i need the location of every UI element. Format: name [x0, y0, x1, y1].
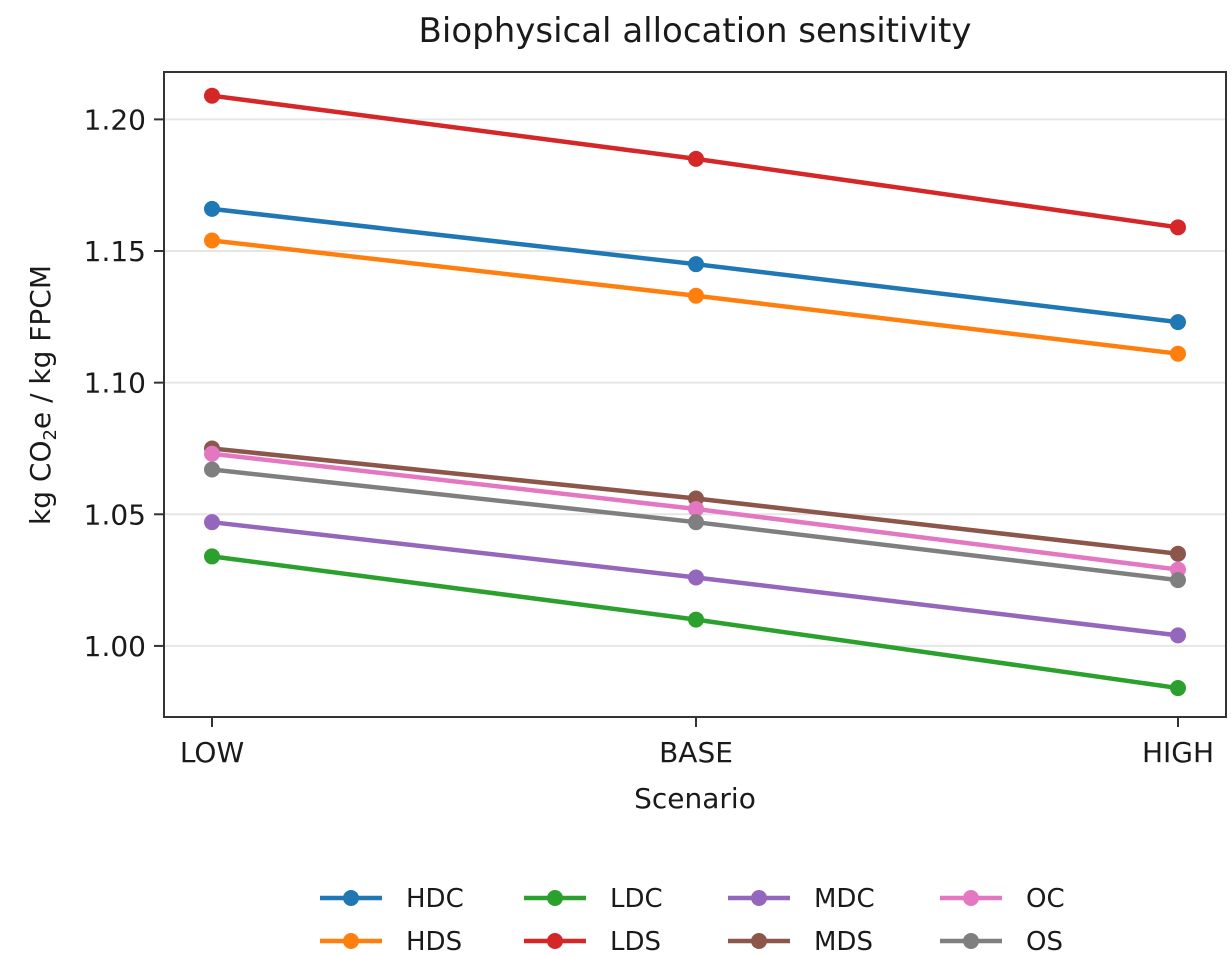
data-point — [204, 445, 220, 462]
legend: HDC HDS LDC LDS MDC MDS OC OS — [320, 884, 1065, 956]
legend-swatch-marker — [751, 933, 767, 949]
data-point — [204, 461, 220, 478]
y-tick-label: 1.20 — [84, 103, 146, 136]
chart-title: Biophysical allocation sensitivity — [419, 11, 972, 51]
y-axis-label-pre: kg CO — [24, 441, 57, 525]
legend-swatch-marker — [343, 933, 359, 949]
y-tick-label: 1.00 — [84, 630, 146, 663]
data-point — [1170, 627, 1186, 644]
data-point — [1170, 314, 1186, 331]
data-point — [204, 514, 220, 531]
x-tick-label: BASE — [659, 736, 733, 769]
data-point — [1170, 219, 1186, 236]
legend-swatch-marker — [963, 890, 979, 906]
series-ldc — [204, 548, 1186, 697]
data-point — [688, 150, 704, 167]
x-axis-label: Scenario — [634, 782, 756, 815]
data-point — [688, 611, 704, 628]
data-point — [1170, 545, 1186, 562]
data-point — [1170, 345, 1186, 362]
legend-item-os: OS — [940, 927, 1063, 956]
legend-swatch-marker — [343, 890, 359, 906]
data-point — [204, 87, 220, 104]
data-point — [204, 200, 220, 217]
data-point — [204, 232, 220, 249]
x-tick-label: LOW — [180, 736, 244, 769]
y-axis-label-post: e / kg FPCM — [24, 265, 57, 429]
y-axis: 1.00 1.05 1.10 1.15 1.20 — [84, 103, 164, 663]
series-lds — [204, 87, 1186, 236]
legend-label: LDS — [610, 927, 661, 956]
gridlines — [164, 118, 1226, 647]
series-layer — [204, 87, 1186, 697]
legend-label: MDS — [814, 927, 873, 956]
data-point — [688, 514, 704, 531]
series-os — [204, 461, 1186, 589]
legend-swatch-marker — [751, 890, 767, 906]
y-axis-label: kg CO2e / kg FPCM — [24, 265, 61, 525]
y-tick-label: 1.10 — [84, 367, 146, 400]
y-tick-label: 1.15 — [84, 235, 146, 268]
legend-label: OS — [1026, 927, 1063, 956]
series-hdc — [204, 200, 1186, 331]
y-axis-label-sub: 2 — [40, 429, 61, 440]
series-mdc — [204, 514, 1186, 644]
data-point — [1170, 572, 1186, 589]
data-point — [204, 548, 220, 565]
x-tick-label: HIGH — [1142, 736, 1214, 769]
legend-label: LDC — [610, 884, 663, 914]
x-axis: LOW BASE HIGH — [180, 717, 1214, 769]
legend-label: MDC — [814, 884, 875, 914]
legend-label: OC — [1026, 884, 1065, 914]
legend-item-lds: LDS — [524, 927, 661, 956]
data-point — [1170, 680, 1186, 697]
legend-label: HDC — [406, 884, 464, 914]
series-oc — [204, 445, 1186, 578]
legend-swatch-marker — [963, 933, 979, 949]
legend-item-mds: MDS — [728, 927, 873, 956]
legend-swatch-marker — [547, 890, 563, 906]
legend-item-hds: HDS — [320, 927, 462, 956]
data-point — [688, 501, 704, 518]
series-hds — [204, 232, 1186, 362]
legend-item-ldc: LDC — [524, 884, 663, 914]
data-point — [688, 287, 704, 304]
legend-item-oc: OC — [940, 884, 1065, 914]
legend-item-hdc: HDC — [320, 884, 464, 914]
legend-swatch-marker — [547, 933, 563, 949]
data-point — [688, 256, 704, 273]
data-point — [688, 569, 704, 586]
legend-item-mdc: MDC — [728, 884, 875, 914]
y-tick-label: 1.05 — [84, 498, 146, 531]
legend-label: HDS — [406, 927, 462, 956]
